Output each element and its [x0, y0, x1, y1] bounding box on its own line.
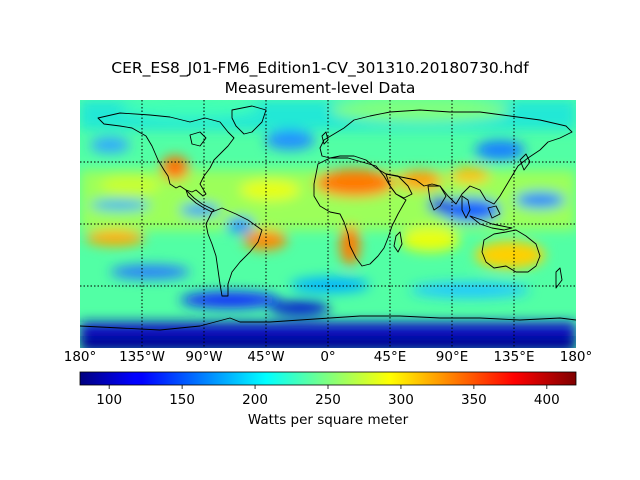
- coast-central-america: [185, 189, 215, 213]
- coast-antarctica: [80, 315, 576, 331]
- figure-subtitle: Measurement-level Data: [224, 79, 416, 97]
- lon-tick-label: 135°E: [493, 349, 535, 365]
- coast-australia: [481, 229, 541, 273]
- lon-tick-label: 0°: [320, 349, 336, 365]
- lon-tick-label: 180°: [63, 349, 97, 365]
- colorbar-tick-label: 250: [315, 392, 341, 408]
- lon-tick-label: 90°W: [185, 349, 223, 365]
- coast-arabia: [385, 173, 413, 199]
- colorbar-tick-label: 300: [388, 392, 414, 408]
- coast-india: [427, 185, 447, 211]
- graticule: [80, 100, 576, 348]
- coast-south-america: [205, 207, 263, 297]
- lon-tick-label: 45°W: [247, 349, 285, 365]
- coast-new-zealand: [555, 267, 563, 289]
- coastlines: [80, 105, 576, 331]
- lon-tick-label: 45°E: [373, 349, 407, 365]
- colorbar-tick-label: 150: [169, 392, 195, 408]
- lon-tick-label: 90°E: [435, 349, 469, 365]
- colorbar-tick-label: 100: [96, 392, 123, 408]
- coast-borneo: [487, 205, 501, 219]
- colorbar-title: Watts per square meter: [247, 412, 409, 428]
- coast-madagascar: [393, 231, 403, 253]
- colorbar-tick-label: 350: [460, 392, 487, 408]
- colorbar-ticks: [108, 385, 548, 389]
- coast-greenland: [231, 105, 267, 135]
- coast-hudson-bay: [189, 131, 207, 147]
- lon-tick-label: 135°W: [119, 349, 165, 365]
- coast-indonesia: [469, 215, 513, 231]
- colorbar-tick-label: 400: [533, 392, 560, 408]
- coast-africa: [313, 157, 407, 267]
- colorbar-gradient: [80, 372, 576, 385]
- coast-japan: [519, 153, 531, 171]
- lon-tick-label: 180°: [559, 349, 593, 365]
- coast-southeast-asia: [461, 195, 471, 219]
- colorbar-tick-label: 200: [242, 392, 268, 408]
- figure-title: CER_ES8_J01-FM6_Edition1-CV_301310.20180…: [111, 59, 529, 77]
